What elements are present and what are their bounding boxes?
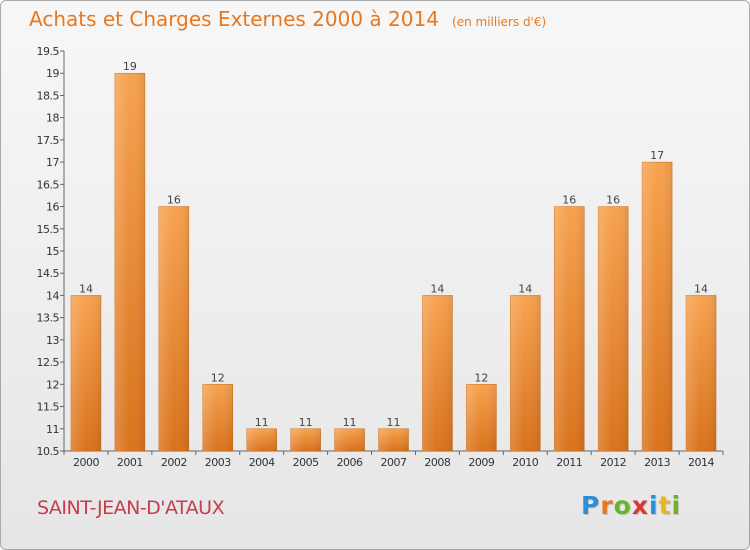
proxiti-logo[interactable]: Proxiti: [581, 491, 681, 520]
y-tick-label: 16: [46, 201, 59, 214]
data-label: 14: [518, 282, 532, 295]
bar-shine: [510, 295, 541, 451]
x-tick-label: 2010: [512, 456, 538, 469]
bar-shine: [422, 295, 453, 451]
y-tick-label: 13: [46, 334, 59, 347]
data-label: 11: [299, 416, 313, 429]
data-labels: 14 19 16 12 11 11 11 11 14 12 14 16 16 17 14: [79, 60, 708, 429]
x-axis: 2000 2001 2002 2003 2004 2005 2006 2007 2008 2009…: [63, 450, 724, 469]
data-label: 16: [562, 194, 576, 207]
x-tick-label: 2009: [468, 456, 494, 469]
y-axis: 10.5 11 11.5 12 12.5 13 13.5 14 14.5 15 15.5 16 16.5…: [37, 45, 65, 458]
data-label: 11: [343, 416, 357, 429]
x-tick-label: 2004: [249, 456, 275, 469]
y-tick-label: 12.5: [37, 356, 60, 369]
bars: [70, 72, 717, 452]
y-tick-label: 10.5: [37, 445, 60, 458]
x-tick-label: 2012: [600, 456, 626, 469]
y-tick-label: 14.5: [37, 267, 60, 280]
data-label: 16: [606, 194, 620, 207]
logo-letter: i: [671, 491, 682, 520]
logo-letter: o: [613, 491, 632, 520]
chart-header: Achats et Charges Externes 2000 à 2014 (…: [29, 7, 546, 31]
y-tick-label: 13.5: [37, 312, 60, 325]
logo-letter: P: [581, 491, 601, 520]
y-tick-label: 11: [46, 423, 59, 436]
bar-shine: [70, 295, 101, 451]
y-tick-label: 18.5: [37, 89, 60, 102]
x-tick-label: 2014: [688, 456, 714, 469]
y-tick-label: 17.5: [37, 134, 60, 147]
x-tick-label: 2001: [117, 456, 143, 469]
x-tick-label: 2008: [424, 456, 450, 469]
y-tick-label: 19.5: [37, 45, 60, 58]
bar-shine: [378, 428, 409, 451]
logo-letter: i: [649, 491, 659, 520]
bar-shine: [466, 384, 497, 451]
y-tick-label: 11.5: [37, 401, 60, 414]
data-label: 11: [387, 416, 401, 429]
bar-shine: [334, 428, 365, 451]
x-tick-label: 2006: [337, 456, 363, 469]
commune-name: SAINT-JEAN-D'ATAUX: [37, 497, 225, 519]
data-label: 19: [123, 60, 137, 73]
logo-letter: r: [600, 491, 614, 520]
bar-shine: [202, 384, 233, 451]
data-label: 16: [167, 194, 181, 207]
bar-shine: [246, 428, 277, 451]
bar-shine: [290, 428, 321, 451]
y-tick-label: 17: [46, 156, 59, 169]
logo-letter: t: [658, 491, 672, 520]
x-tick-label: 2000: [73, 456, 99, 469]
x-tick-label: 2013: [644, 456, 670, 469]
x-tick-label: 2002: [161, 456, 187, 469]
bar-shine: [642, 162, 673, 451]
y-tick-label: 12: [46, 378, 59, 391]
x-tick-label: 2005: [293, 456, 319, 469]
data-label: 14: [79, 282, 93, 295]
y-tick-label: 16.5: [37, 178, 60, 191]
bar-shine: [598, 206, 629, 451]
data-label: 12: [474, 371, 488, 384]
x-tick-label: 2011: [556, 456, 582, 469]
y-tick-label: 15: [46, 245, 59, 258]
y-tick-label: 19: [46, 67, 59, 80]
data-label: 17: [650, 149, 664, 162]
data-label: 12: [211, 371, 225, 384]
bar-shine: [114, 73, 145, 451]
bar-shine: [686, 295, 717, 451]
y-tick-label: 18: [46, 112, 59, 125]
y-tick-label: 14: [46, 289, 59, 302]
data-label: 14: [694, 282, 708, 295]
data-label: 11: [255, 416, 269, 429]
data-label: 14: [430, 282, 444, 295]
bar-shine: [158, 206, 189, 451]
logo-letter: x: [631, 491, 649, 520]
x-tick-label: 2007: [381, 456, 407, 469]
chart-title: Achats et Charges Externes 2000 à 2014: [29, 7, 439, 31]
y-tick-label: 15.5: [37, 223, 60, 236]
x-tick-label: 2003: [205, 456, 231, 469]
chart-subtitle: (en milliers d'€): [452, 15, 547, 29]
bar-shine: [554, 206, 585, 451]
